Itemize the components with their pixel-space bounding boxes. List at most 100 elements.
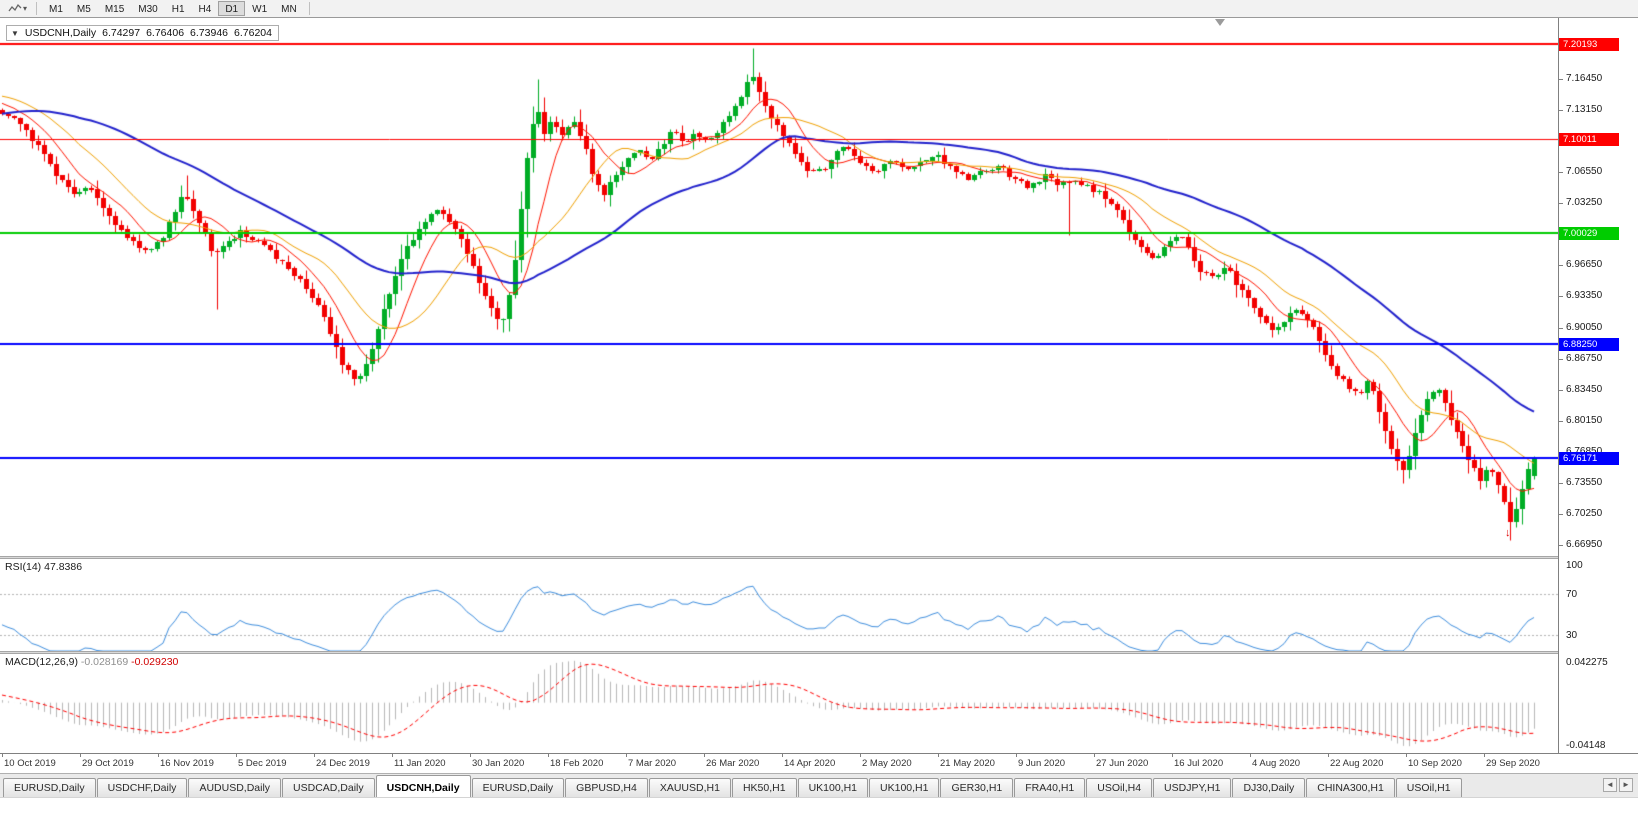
time-axis-tick (314, 754, 315, 757)
price-axis-tick (1559, 514, 1563, 515)
timeframe-button-m30[interactable]: M30 (138, 4, 158, 15)
chart-tab-usdcnh-daily[interactable]: USDCNH,Daily (375, 775, 471, 797)
timeframe-button-m15[interactable]: M15 (104, 4, 125, 15)
time-axis-label: 26 Mar 2020 (706, 758, 760, 769)
time-axis-tick (782, 754, 783, 757)
chart-tab-ger30-h1[interactable]: GER30,H1 (940, 778, 1014, 797)
chart-tab-usdchf-daily[interactable]: USDCHF,Daily (96, 778, 188, 797)
price-axis-tick (1559, 265, 1563, 266)
chart-tabs-bar: EURUSD,Daily USDCHF,Daily AUDUSD,Daily USDC… (0, 773, 1638, 797)
time-axis-label: 16 Nov 2019 (160, 758, 214, 769)
macd-name: MACD(12,26,9) (5, 656, 78, 668)
tabs-scroll-left-button[interactable]: ◄ (1603, 778, 1617, 792)
chart-tab-usdcad-daily[interactable]: USDCAD,Daily (282, 778, 375, 797)
time-axis-tick (1016, 754, 1017, 757)
rsi-axis-label: 30 (1566, 629, 1578, 641)
price-line-badge: 7.20193 (1559, 38, 1619, 51)
price-axis-tick (1559, 328, 1563, 329)
chart-type-button[interactable]: ▾ (4, 1, 31, 17)
chart-tab-eurusd-daily[interactable]: EURUSD,Daily (3, 778, 96, 797)
chart-tab-xauusd-h1[interactable]: XAUUSD,H1 (648, 778, 731, 797)
time-axis-label: 18 Feb 2020 (550, 758, 604, 769)
price-axis-tick (1559, 359, 1563, 360)
chart-tab-fra40-h1[interactable]: FRA40,H1 (1014, 778, 1086, 797)
time-axis-label: 30 Jan 2020 (472, 758, 525, 769)
price-axis-tick (1559, 421, 1563, 422)
chart-shift-marker[interactable] (1215, 19, 1225, 26)
price-axis-label: 6.90050 (1566, 322, 1603, 333)
price-axis-label: 6.76850 (1566, 446, 1602, 457)
price-axis-label: 6.93350 (1566, 290, 1603, 301)
chart-tab-uk100-h1[interactable]: UK100,H1 (869, 778, 940, 797)
time-axis-label: 29 Oct 2019 (82, 758, 134, 769)
timeframe-button-mn[interactable]: MN (281, 4, 297, 15)
timeframe-button-w1[interactable]: W1 (252, 4, 268, 15)
time-axis-label: 29 Sep 2020 (1486, 758, 1540, 769)
time-axis-tick (1328, 754, 1329, 757)
time-axis-tick (236, 754, 237, 757)
one-click-trading-toggle-icon[interactable]: ▼ (11, 28, 19, 38)
timeframe-button-h4[interactable]: H4 (198, 4, 212, 15)
time-axis-tick (626, 754, 627, 757)
chart-tab-eurusd-daily[interactable]: EURUSD,Daily (471, 778, 565, 797)
price-axis-label: 7.06550 (1566, 166, 1603, 177)
price-chart-canvas[interactable] (0, 18, 1558, 556)
time-axis-label: 14 Apr 2020 (784, 758, 836, 769)
price-axis-tick (1559, 483, 1563, 484)
symbol-ohlc-info: ▼ USDCNH,Daily 6.74297 6.76406 6.73946 6… (6, 25, 279, 41)
time-axis-label: 21 May 2020 (940, 758, 995, 769)
time-axis-label: 2 May 2020 (862, 758, 912, 769)
chart-tab-dj30-daily[interactable]: DJ30,Daily (1232, 778, 1306, 797)
sell-arrow-marker[interactable]: ↓ (1505, 527, 1511, 539)
time-axis-tick (1250, 754, 1251, 757)
macd-pane-canvas[interactable] (0, 654, 1558, 753)
timeframe-button-h1[interactable]: H1 (171, 4, 185, 15)
macd-axis-label-min: -0.04148 (1566, 740, 1606, 751)
rsi-axis-label: 70 (1566, 588, 1578, 600)
chart-tab-uk100-h1[interactable]: UK100,H1 (797, 778, 869, 797)
status-bar (0, 797, 1638, 833)
timeframe-button-m5[interactable]: M5 (76, 4, 91, 15)
chart-tab-hk50-h1[interactable]: HK50,H1 (731, 778, 797, 797)
macd-signal-value: -0.029230 (131, 656, 179, 668)
macd-main-value: -0.028169 (80, 656, 129, 668)
chart-tab-audusd-daily[interactable]: AUDUSD,Daily (188, 778, 282, 797)
rsi-axis-label: 100 (1566, 560, 1583, 571)
time-axis[interactable]: 10 Oct 2019 29 Oct 2019 16 Nov 2019 5 Dec 2… (0, 753, 1638, 773)
price-axis-label: 6.66950 (1566, 539, 1603, 550)
price-axis-label: 7.16450 (1566, 73, 1603, 84)
price-line-badge: 6.88250 (1559, 338, 1619, 351)
time-axis-tick (158, 754, 159, 757)
chart-tab-usdjpy-h1[interactable]: USDJPY,H1 (1153, 778, 1232, 797)
tabs-scroll-right-button[interactable]: ► (1619, 778, 1633, 792)
rsi-pane-canvas[interactable] (0, 559, 1558, 651)
price-line-badge: 7.00029 (1559, 227, 1619, 240)
time-axis-tick (470, 754, 471, 757)
time-axis-tick (2, 754, 3, 757)
toolbar-separator (36, 2, 38, 15)
price-axis-tick (1559, 296, 1563, 297)
time-axis-label: 10 Sep 2020 (1408, 758, 1462, 769)
price-axis-tick (1559, 110, 1563, 111)
time-axis-label: 10 Oct 2019 (4, 758, 56, 769)
pane-splitter[interactable] (0, 651, 1638, 654)
dropdown-caret-icon: ▾ (23, 4, 28, 13)
time-axis-tick (860, 754, 861, 757)
chart-tabs: EURUSD,Daily USDCHF,Daily AUDUSD,Daily USDC… (0, 773, 1598, 797)
chart-window: ▼ USDCNH,Daily 6.74297 6.76406 6.73946 6… (0, 18, 1638, 773)
chart-tab-usoil-h1[interactable]: USOil,H1 (1395, 778, 1462, 797)
line-chart-icon (8, 3, 22, 12)
time-axis-tick (1406, 754, 1407, 757)
symbol-period-label: USDCNH,Daily (24, 27, 97, 39)
price-axis-tick (1559, 203, 1563, 204)
timeframe-button-m1[interactable]: M1 (49, 4, 63, 15)
chart-tab-usoil-h4[interactable]: USOil,H4 (1086, 778, 1153, 797)
price-axis-label: 7.03250 (1566, 197, 1603, 208)
timeframe-button-d1[interactable]: D1 (218, 1, 246, 16)
price-axis-tick (1559, 79, 1563, 80)
pane-splitter[interactable] (0, 556, 1638, 559)
price-axis-label: 7.13150 (1566, 104, 1603, 115)
chart-tab-gbpusd-h4[interactable]: GBPUSD,H4 (565, 778, 648, 797)
chart-tab-china300-h1[interactable]: CHINA300,H1 (1306, 778, 1395, 797)
